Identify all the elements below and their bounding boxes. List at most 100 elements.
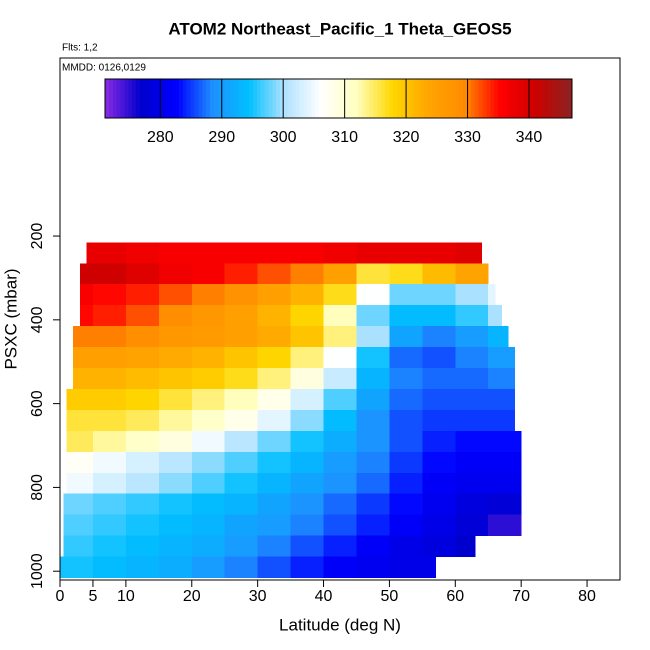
cell — [191, 284, 226, 306]
colorbar-tick-label: 310 — [331, 129, 358, 146]
colorbar-swatch — [443, 79, 449, 118]
colorbar-swatch — [392, 79, 398, 118]
x-tick-label: 70 — [512, 588, 530, 605]
cell — [323, 305, 357, 327]
cell — [389, 305, 423, 327]
colorbar-swatch — [416, 79, 421, 118]
cell — [125, 347, 160, 369]
cell — [323, 388, 357, 411]
cell — [389, 388, 423, 411]
cell — [191, 430, 226, 453]
colorbar-swatch — [439, 79, 445, 118]
cell — [191, 305, 226, 327]
cell — [356, 430, 390, 453]
cell — [389, 263, 423, 285]
cell — [125, 326, 160, 348]
colorbar-swatch — [252, 79, 258, 118]
cell — [290, 409, 325, 432]
cell — [290, 535, 325, 558]
colorbar-swatch — [556, 79, 561, 118]
y-axis-label: PSXC (mbar) — [1, 268, 20, 369]
cell — [257, 326, 292, 348]
cell — [422, 451, 456, 474]
cell — [290, 305, 325, 327]
cell — [488, 347, 516, 369]
cell — [290, 451, 325, 474]
colorbar-swatch — [455, 79, 460, 118]
colorbar-swatch — [163, 79, 168, 118]
cell — [389, 535, 423, 558]
colorbar-swatch — [525, 79, 530, 118]
colorbar-swatch — [315, 79, 320, 118]
cell — [290, 326, 325, 348]
cell — [455, 388, 489, 411]
cell — [488, 472, 522, 495]
cell — [191, 263, 226, 285]
x-tick-label: 50 — [381, 588, 399, 605]
colorbar-swatch — [474, 79, 480, 118]
cell — [290, 347, 325, 369]
cell — [290, 284, 325, 306]
cell — [257, 284, 292, 306]
cell — [92, 284, 127, 306]
cell — [66, 451, 94, 474]
colorbar-swatch — [264, 79, 270, 118]
cell — [455, 347, 489, 369]
cell — [92, 263, 127, 285]
cell — [455, 493, 489, 516]
cell — [191, 409, 226, 432]
cell — [224, 326, 259, 348]
cell — [389, 242, 423, 264]
colorbar-swatch — [548, 79, 554, 118]
cell — [389, 472, 423, 495]
cell — [191, 535, 226, 558]
colorbar-swatch — [167, 79, 172, 118]
colorbar-swatch — [291, 79, 297, 118]
colorbar-swatch — [560, 79, 565, 118]
cell — [125, 368, 160, 390]
cell — [488, 326, 509, 348]
colorbar-swatch — [151, 79, 157, 118]
cell — [60, 556, 94, 578]
colorbar-swatch — [517, 79, 523, 118]
cell — [158, 409, 193, 432]
cell — [455, 535, 476, 558]
cell — [92, 493, 127, 516]
colorbar-swatch — [280, 79, 285, 118]
colorbar-swatch — [466, 79, 472, 118]
cell — [455, 430, 489, 453]
cell — [422, 493, 456, 516]
colorbar-swatch — [451, 79, 456, 118]
cell — [290, 430, 325, 453]
colorbar-swatch — [248, 79, 254, 118]
colorbar-swatch — [389, 79, 394, 118]
cell — [73, 347, 94, 369]
colorbar-swatch — [307, 79, 312, 118]
cell — [125, 284, 160, 306]
cell — [92, 451, 127, 474]
cell — [224, 305, 259, 327]
cell — [125, 242, 160, 264]
cell — [158, 263, 193, 285]
cell — [191, 451, 226, 474]
colorbar-tick-label: 340 — [516, 129, 543, 146]
colorbar-swatch — [159, 79, 164, 118]
cell — [125, 472, 160, 495]
x-tick-label: 20 — [183, 588, 201, 605]
colorbar-swatch — [322, 79, 328, 118]
cell — [422, 388, 456, 411]
colorbar-swatch — [533, 79, 538, 118]
colorbar-swatch — [155, 79, 161, 118]
colorbar-swatch — [276, 79, 281, 118]
colorbar-swatch — [513, 79, 519, 118]
cell — [92, 409, 127, 432]
colorbar-tick-label: 330 — [454, 129, 481, 146]
colorbar-swatch — [447, 79, 452, 118]
cell — [455, 242, 483, 264]
cell — [158, 242, 193, 264]
cell — [158, 388, 193, 411]
cell — [224, 556, 259, 578]
colorbar-swatch — [260, 79, 266, 118]
colorbar-swatch — [190, 79, 196, 118]
cell — [125, 263, 160, 285]
